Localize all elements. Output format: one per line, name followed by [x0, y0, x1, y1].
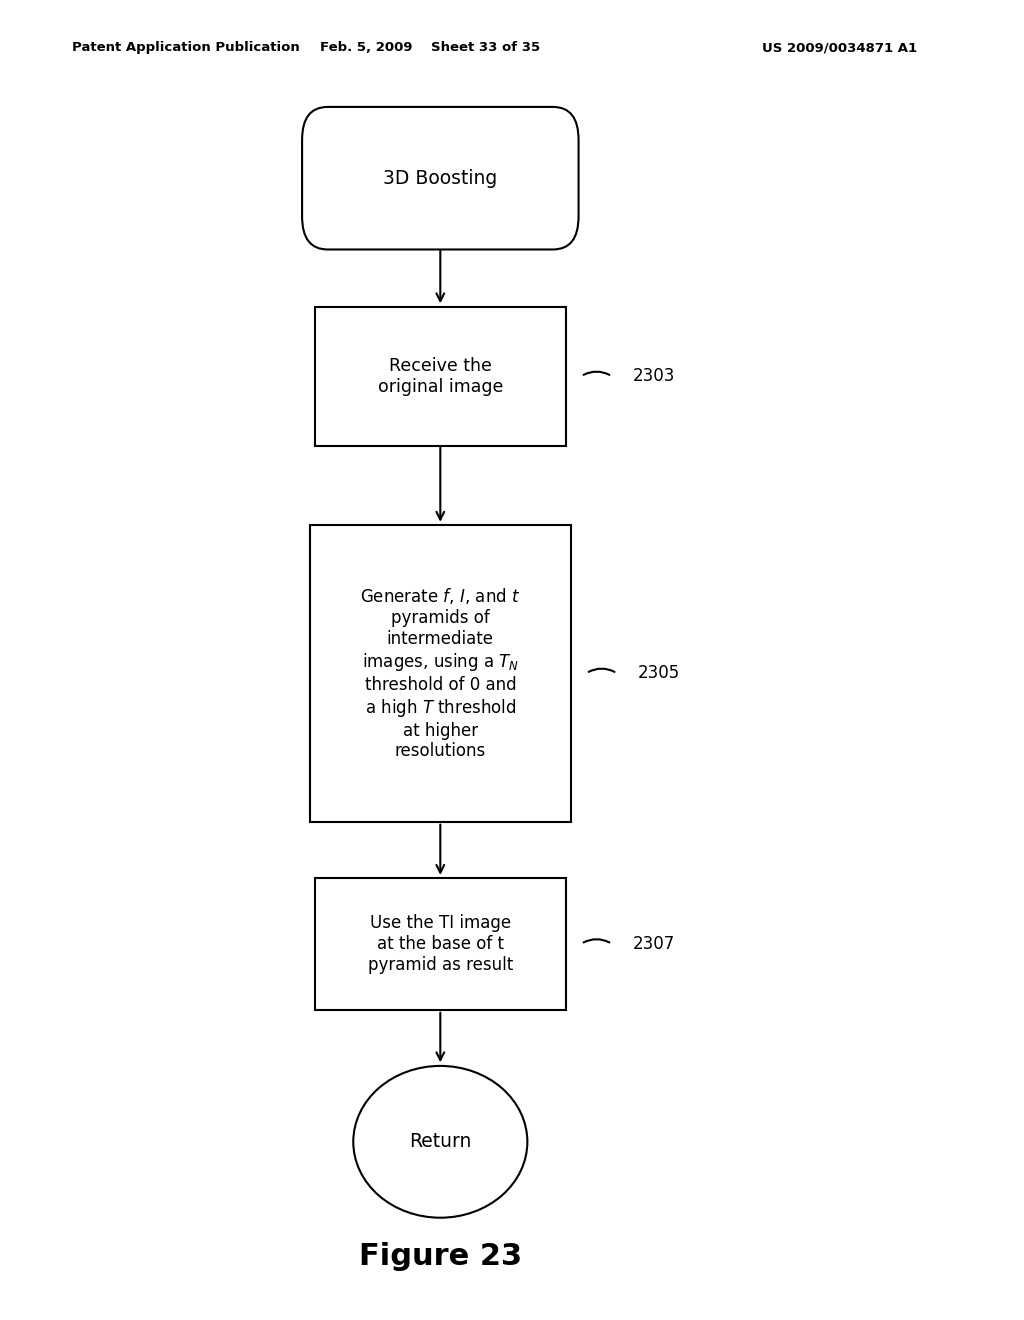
Text: 2303: 2303 [632, 367, 675, 385]
Text: US 2009/0034871 A1: US 2009/0034871 A1 [762, 41, 918, 54]
FancyBboxPatch shape [302, 107, 579, 249]
Bar [309, 524, 571, 821]
Bar [315, 308, 565, 446]
Text: Use the TI image
at the base of t
pyramid as result: Use the TI image at the base of t pyrami… [368, 913, 513, 974]
Bar [315, 878, 565, 1010]
Text: Return: Return [410, 1133, 471, 1151]
Text: Receive the
original image: Receive the original image [378, 356, 503, 396]
Text: 2307: 2307 [632, 935, 675, 953]
Text: Generate $f$, $I$, and $t$
pyramids of
intermediate
images, using a $T_N$
thresh: Generate $f$, $I$, and $t$ pyramids of i… [360, 586, 520, 760]
Text: Patent Application Publication: Patent Application Publication [72, 41, 299, 54]
Text: 3D Boosting: 3D Boosting [383, 169, 498, 187]
Ellipse shape [353, 1067, 527, 1217]
Text: 2305: 2305 [637, 664, 680, 682]
Text: Feb. 5, 2009    Sheet 33 of 35: Feb. 5, 2009 Sheet 33 of 35 [321, 41, 540, 54]
Text: Figure 23: Figure 23 [358, 1242, 522, 1271]
